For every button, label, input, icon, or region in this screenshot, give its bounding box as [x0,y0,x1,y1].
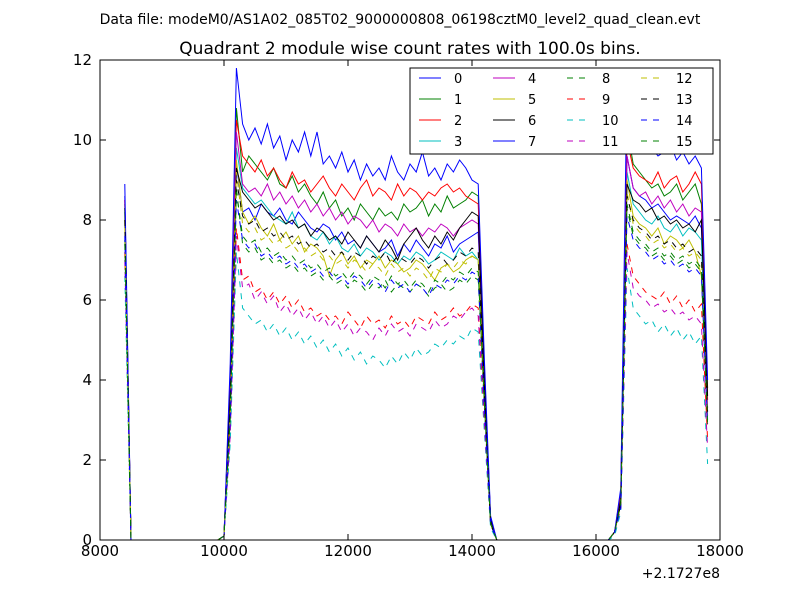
series-line-14 [124,199,709,540]
legend-label: 13 [676,93,693,108]
legend-label: 7 [528,135,536,150]
suptitle: Data file: modeM0/AS1A02_085T02_90000008… [100,12,701,28]
legend-label: 6 [528,114,536,129]
y-tick-label: 12 [73,51,92,69]
y-tick-label: 4 [82,371,92,389]
legend-box [409,67,714,155]
series-line-10 [124,251,709,540]
legend-label: 9 [602,93,610,108]
chart-title: Quadrant 2 module wise count rates with … [179,39,640,59]
x-tick-label: 16000 [572,542,620,560]
plot-area [124,67,709,540]
legend-label: 12 [676,72,693,87]
legend-label: 4 [528,72,536,87]
legend-label: 5 [528,93,536,108]
y-tick-label: 2 [82,451,92,469]
legend-label: 1 [454,93,462,108]
y-tick-label: 8 [82,211,92,229]
x-tick-label: 18000 [696,542,744,560]
series-line-0 [124,155,709,540]
x-tick-label: 10000 [200,542,248,560]
y-tick-label: 6 [82,291,92,309]
series-line-15 [124,191,709,540]
x-tick-label: 14000 [448,542,496,560]
series-line-6 [124,167,709,540]
y-tick-label: 10 [73,131,92,149]
legend-label: 14 [676,114,693,129]
x-tick-label: 8000 [81,542,119,560]
series-line-13 [124,179,709,540]
series-line-4 [124,131,709,540]
series-line-3 [124,147,709,540]
x-offset-label: +2.1727e8 [642,566,720,582]
legend-label: 8 [602,72,610,87]
series-line-5 [124,159,709,540]
x-tick-label: 12000 [324,542,372,560]
legend-label: 0 [454,72,462,87]
legend-label: 10 [602,114,619,129]
legend-label: 11 [602,135,619,150]
series-line-2 [124,119,709,540]
legend-label: 15 [676,135,693,150]
legend-label: 2 [454,114,462,129]
y-tick-label: 0 [82,531,92,549]
legend-label: 3 [454,135,462,150]
series-line-12 [124,171,709,540]
